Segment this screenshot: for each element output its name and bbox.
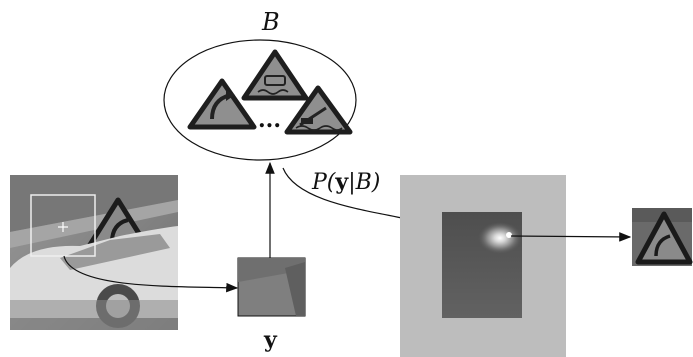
likelihood-prefix: P( (311, 170, 336, 195)
road-sign-slippery-icon (241, 49, 309, 101)
response-map (400, 175, 566, 357)
road-sign-curve-icon (187, 78, 257, 130)
detection-arrow (510, 232, 632, 242)
extract-arrow (63, 255, 239, 293)
street-scene-image (10, 175, 178, 330)
more-signs-ellipsis: ... (258, 107, 281, 133)
detected-sign-image (632, 208, 693, 266)
window-center-crosshair (58, 222, 68, 232)
likelihood-label: P(y|B) (311, 169, 380, 195)
extracted-patch (237, 257, 306, 317)
likelihood-suffix: |B) (348, 170, 380, 195)
set-label: B (261, 8, 280, 36)
likelihood-var: y (334, 169, 349, 195)
patch-label: y (263, 327, 278, 353)
road-sign-quay-icon (284, 85, 353, 135)
detection-peak (506, 232, 512, 238)
search-window (30, 194, 96, 257)
